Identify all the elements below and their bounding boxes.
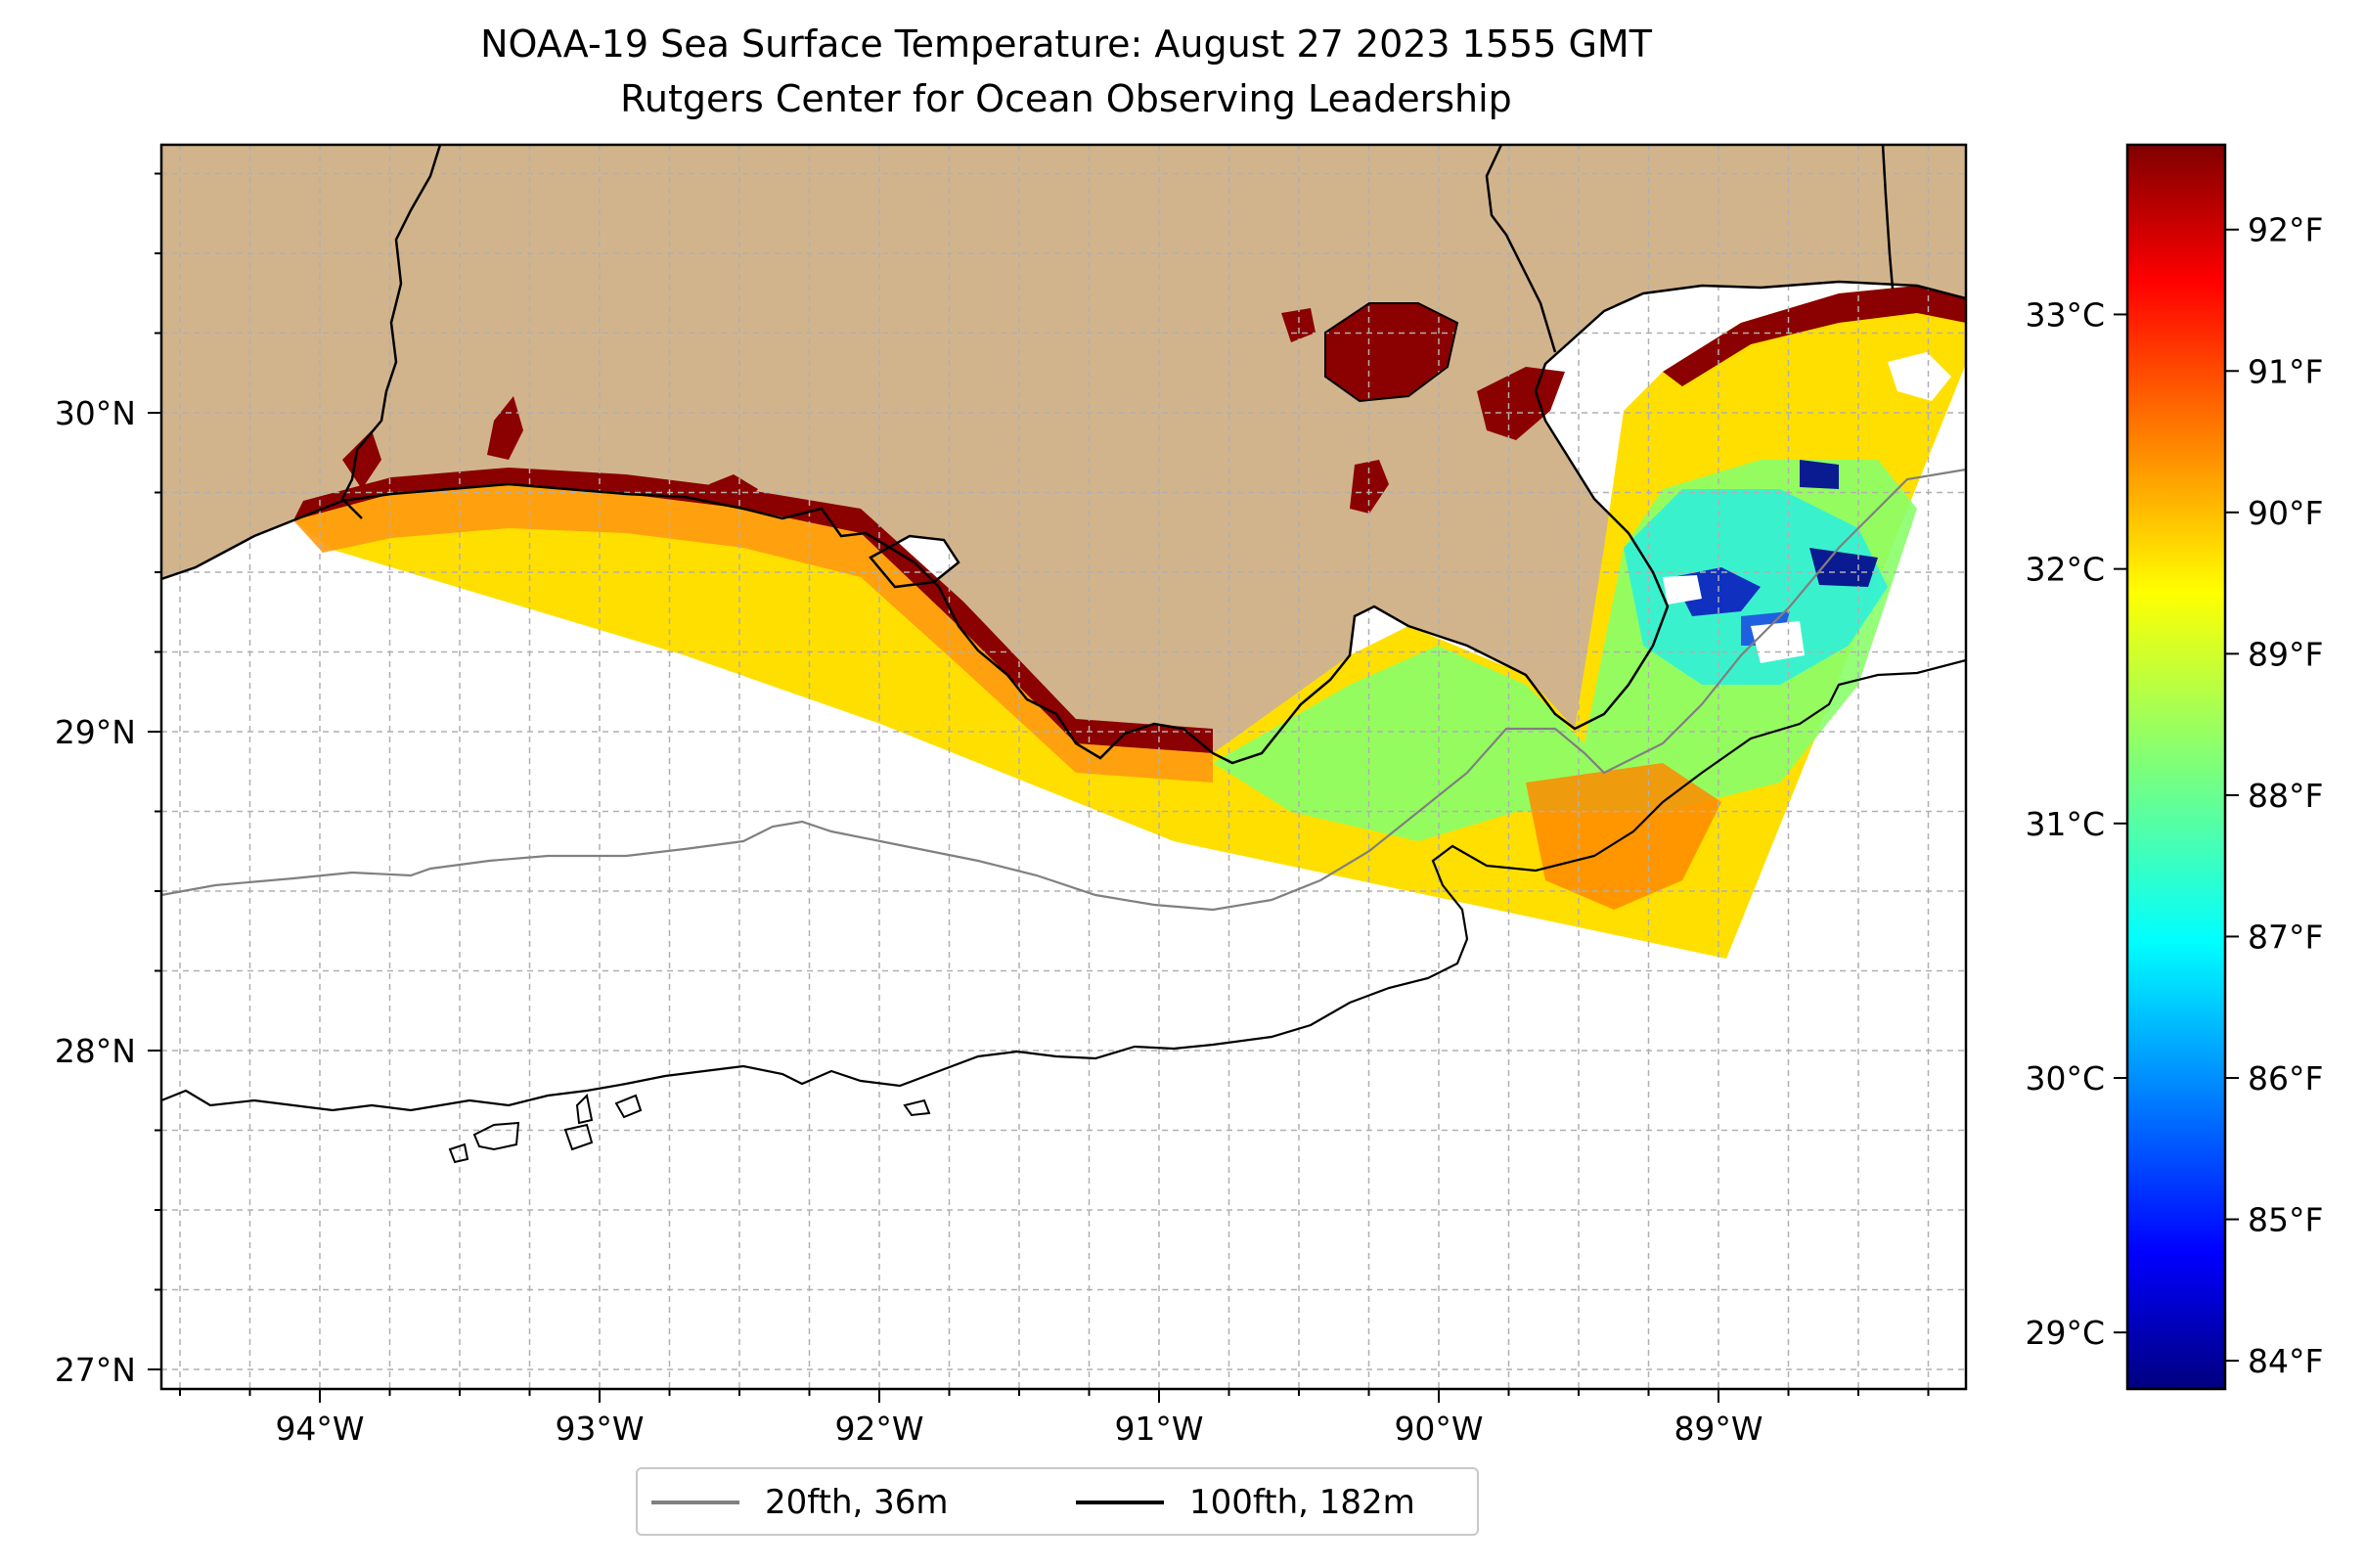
land-mass bbox=[161, 145, 1966, 763]
lon-tick-label: 94°W bbox=[275, 1410, 364, 1448]
colorbar bbox=[2125, 143, 2227, 1391]
isobath-100fth bbox=[161, 658, 1966, 1112]
sst-inland-patch bbox=[709, 474, 758, 507]
legend-item-20fth: 20fth, 36m bbox=[651, 1483, 949, 1522]
colorbar-celsius-axis: 33°C 32°C 31°C 30°C 29°C bbox=[2025, 295, 2127, 1352]
state-border bbox=[1881, 145, 1895, 290]
no-data-hole bbox=[1888, 352, 1951, 401]
cbar-f-label: 91°F bbox=[2248, 352, 2323, 390]
legend-item-100fth: 100fth, 182m bbox=[1076, 1483, 1415, 1522]
coastline-lake bbox=[869, 534, 960, 589]
sst-inland-patch bbox=[1477, 367, 1565, 440]
lon-tick-label: 91°W bbox=[1114, 1410, 1203, 1448]
lon-tick-label: 92°W bbox=[834, 1410, 923, 1448]
lon-tick-label: 93°W bbox=[555, 1410, 644, 1448]
isobath-20fth bbox=[161, 468, 1966, 912]
longitude-axis: 94°W 93°W 92°W 91°W 90°W 89°W bbox=[179, 1389, 1930, 1448]
legend-label: 20fth, 36m bbox=[765, 1483, 949, 1522]
cbar-f-label: 90°F bbox=[2248, 494, 2323, 532]
sst-cold-patch bbox=[1800, 460, 1839, 489]
lon-tick-label: 90°W bbox=[1394, 1410, 1483, 1448]
coastline bbox=[161, 280, 1966, 765]
sst-warm-band bbox=[293, 484, 1213, 783]
sst-hot-fringe bbox=[1663, 286, 1966, 386]
cbar-c-label: 33°C bbox=[2025, 295, 2105, 334]
chart-title: NOAA-19 Sea Surface Temperature: August … bbox=[480, 22, 1652, 66]
lat-tick-label: 29°N bbox=[55, 713, 136, 751]
coastline-island bbox=[1324, 302, 1459, 403]
lat-tick-label: 30°N bbox=[55, 394, 136, 432]
chart-subtitle: Rutgers Center for Ocean Observing Leade… bbox=[620, 77, 1512, 120]
lat-tick-label: 27°N bbox=[55, 1351, 136, 1389]
cbar-c-label: 31°C bbox=[2025, 805, 2105, 843]
colorbar-fahrenheit-axis: 92°F 91°F 90°F 89°F 88°F 87°F 86°F 85°F 84°F bbox=[2225, 211, 2323, 1380]
state-border bbox=[1485, 145, 1557, 353]
cbar-f-label: 86°F bbox=[2248, 1059, 2323, 1098]
sst-cold-patch bbox=[1809, 548, 1878, 587]
no-data-hole bbox=[1663, 575, 1702, 605]
legend: 20fth, 36m 100fth, 182m bbox=[636, 1467, 1479, 1536]
sst-hot-fringe bbox=[293, 468, 1213, 753]
sst-inland-patch bbox=[1325, 303, 1457, 401]
cbar-f-label: 89°F bbox=[2248, 635, 2323, 673]
cbar-f-label: 84°F bbox=[2248, 1342, 2323, 1380]
gridlines bbox=[161, 145, 1966, 1389]
sst-inland-patch bbox=[1350, 460, 1389, 514]
cbar-f-label: 85°F bbox=[2248, 1201, 2323, 1239]
legend-swatch-black bbox=[1076, 1501, 1164, 1504]
cbar-c-label: 30°C bbox=[2025, 1059, 2105, 1098]
map-frame bbox=[159, 143, 1968, 1391]
cbar-f-label: 88°F bbox=[2248, 777, 2323, 815]
latitude-axis: 30°N 29°N 28°N 27°N bbox=[55, 172, 161, 1389]
cbar-c-label: 29°C bbox=[2025, 1314, 2105, 1352]
cbar-f-label: 92°F bbox=[2248, 211, 2323, 249]
legend-label: 100fth, 182m bbox=[1189, 1483, 1415, 1522]
shoal-islands bbox=[448, 1093, 931, 1164]
cbar-c-label: 32°C bbox=[2025, 551, 2105, 589]
sst-inland-patch bbox=[487, 396, 523, 460]
legend-swatch-gray bbox=[651, 1501, 739, 1504]
lon-tick-label: 89°W bbox=[1673, 1410, 1763, 1448]
cbar-f-label: 87°F bbox=[2248, 918, 2323, 956]
state-border bbox=[340, 145, 442, 519]
lat-tick-label: 28°N bbox=[55, 1032, 136, 1070]
